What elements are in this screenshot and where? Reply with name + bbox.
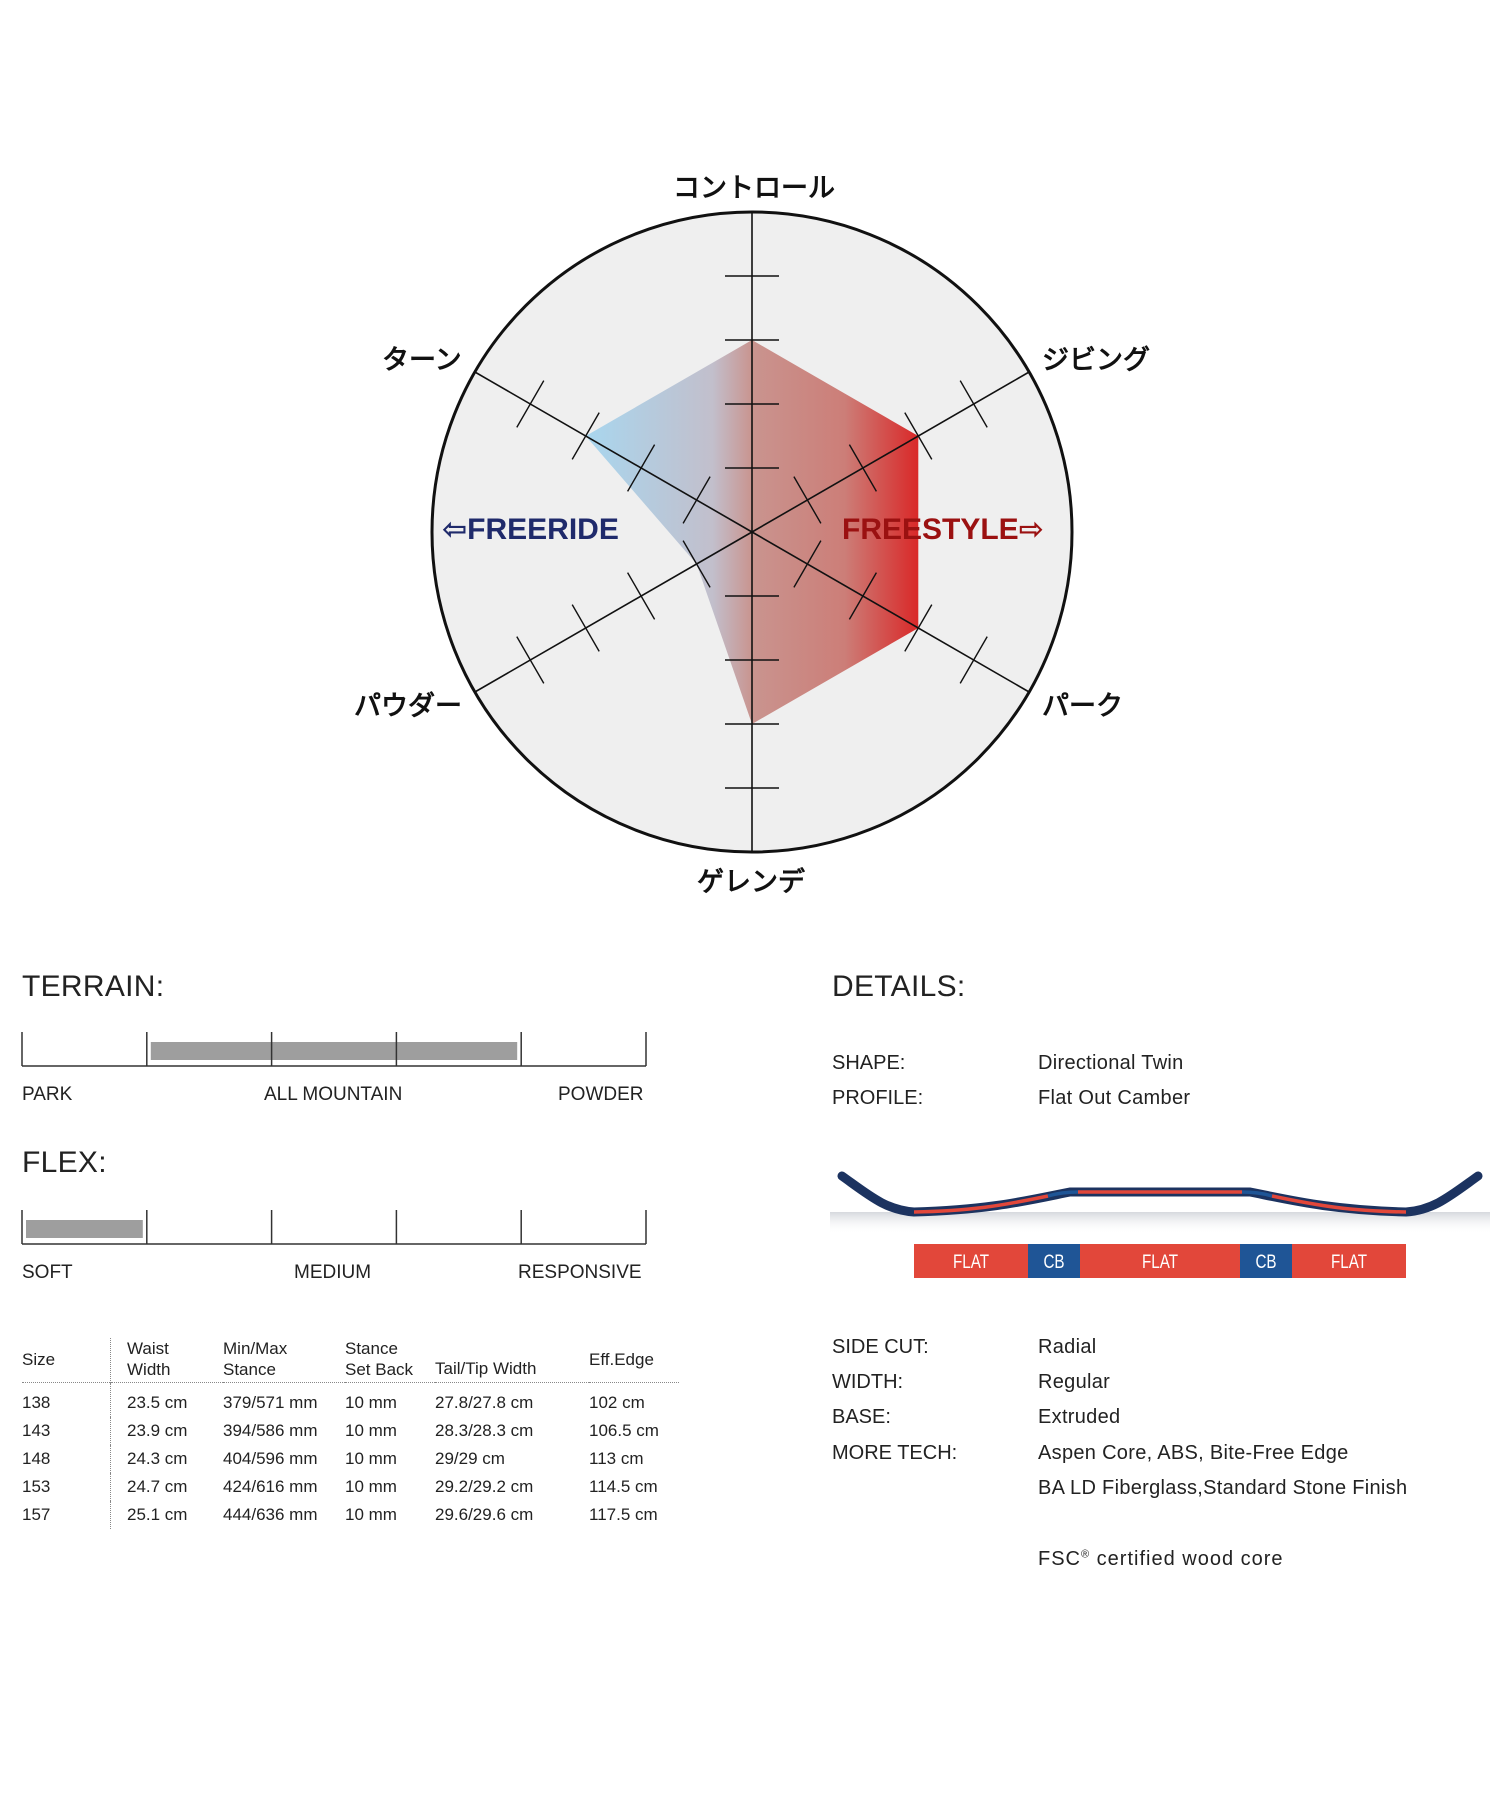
size-spec-table: Size Waist Width Min/Max Stance Stance Set …: [22, 1338, 679, 1529]
profile-value: Flat Out Camber: [1038, 1087, 1191, 1109]
moretech-value-1: Aspen Core, ABS, Bite-Free Edge: [1038, 1442, 1349, 1464]
axis-label-groomer: ゲレンデ: [697, 867, 805, 897]
header-eff-edge: Eff.Edge: [589, 1349, 654, 1369]
sidecut-label: SIDE CUT:: [832, 1336, 929, 1358]
sidecut-value: Radial: [1038, 1336, 1097, 1358]
terrain-label-park: PARK: [22, 1084, 73, 1105]
fsc-mark: ®: [1081, 1548, 1091, 1561]
flex-label-medium: MEDIUM: [294, 1262, 372, 1283]
profile-segment-label: FLAT: [1331, 1250, 1367, 1272]
board-cb-left: [1047, 1190, 1079, 1198]
details-title: DETAILS:: [832, 970, 966, 1003]
arrow-left-icon: ⇦: [442, 513, 468, 546]
board-outline: [837, 1171, 1483, 1217]
table-row: 157 25.1 cm 444/636 mm 10 mm 29.6/29.6 cm 117…: [22, 1501, 679, 1529]
axis-label-park: パーク: [1042, 691, 1123, 721]
profile-segment-flat-2: [1080, 1244, 1240, 1278]
radar-tick-mark: [793, 476, 822, 524]
terrain-title: TERRAIN:: [22, 970, 165, 1003]
table-row: 148 24.3 cm 404/596 mm 10 mm 29/29 cm 113 cm: [22, 1445, 679, 1473]
terrain-label-powder: POWDER: [558, 1084, 644, 1105]
profile-segment-flat-1: [914, 1244, 1028, 1278]
profile-segment-label: CB: [1255, 1250, 1276, 1272]
freestyle-label: FREESTYLE⇨: [842, 512, 1044, 547]
radar-tick-mark: [516, 380, 545, 428]
radar-axis-line: [751, 531, 1030, 693]
radar-tick-mark: [516, 636, 545, 684]
axis-label-jibbing: ジビング: [1042, 345, 1150, 375]
board-flat-left: [913, 1194, 1049, 1214]
freeride-label: ⇦FREERIDE: [442, 512, 619, 547]
profile-label: PROFILE:: [832, 1087, 924, 1109]
radar-tick-mark: [904, 412, 933, 460]
axis-label-powder: パウダー: [354, 691, 462, 721]
radar-chart: [430, 210, 1074, 854]
profile-segment-label: FLAT: [1142, 1250, 1178, 1272]
freestyle-text: FREESTYLE: [842, 513, 1019, 546]
header-size: Size: [22, 1338, 111, 1383]
width-label: WIDTH:: [832, 1371, 904, 1393]
terrain-range-bar: [150, 1042, 518, 1060]
header-stance: Min/Max Stance: [223, 1339, 288, 1379]
freeride-text: FREERIDE: [467, 513, 619, 546]
radar-tick-mark: [904, 604, 933, 652]
flex-label-soft: SOFT: [22, 1262, 73, 1283]
profile-segment-label: CB: [1043, 1250, 1064, 1272]
fsc-suffix: certified wood core: [1090, 1548, 1284, 1570]
profile-segment-cb-2: [1240, 1244, 1292, 1278]
axis-label-turn: ターン: [382, 345, 462, 375]
radar-tick-mark: [959, 636, 988, 684]
radar-tick-mark: [571, 412, 600, 460]
radar-tick-mark: [848, 444, 878, 492]
radar-tick-mark: [682, 476, 711, 524]
shape-value: Directional Twin: [1038, 1052, 1184, 1074]
radar-tick-mark: [682, 540, 711, 588]
axis-label-control: コントロール: [673, 173, 835, 203]
flex-title: FLEX:: [22, 1146, 107, 1179]
shape-label: SHAPE:: [832, 1052, 906, 1074]
moretech-value-2: BA LD Fiberglass,Standard Stone Finish: [1038, 1477, 1408, 1499]
radar-tick-mark: [793, 540, 822, 588]
profile-diagram: FLAT CB FLAT CB FLAT: [830, 1171, 1490, 1278]
table-header-row: Size Waist Width Min/Max Stance Stance Set …: [22, 1338, 679, 1383]
table-row: 138 23.5 cm 379/571 mm 10 mm 27.8/27.8 cm 102…: [22, 1382, 679, 1417]
radar-tick-mark: [571, 604, 600, 652]
flex-label-responsive: RESPONSIVE: [518, 1262, 642, 1283]
moretech-label: MORE TECH:: [832, 1442, 958, 1464]
base-value: Extruded: [1038, 1406, 1121, 1428]
board-cb-right: [1241, 1190, 1273, 1198]
fsc-note: FSC® certified wood core: [1038, 1548, 1284, 1571]
flex-scale: [21, 1210, 647, 1245]
radar-axis-line: [751, 371, 1030, 533]
radar-axis-line: [474, 371, 753, 533]
profile-segment-cb-1: [1028, 1244, 1080, 1278]
radar-tick-mark: [626, 572, 656, 620]
width-value: Regular: [1038, 1371, 1111, 1393]
header-waist-width: Waist Width: [127, 1339, 171, 1379]
profile-segment-label: FLAT: [953, 1250, 989, 1272]
header-tail-tip: Tail/Tip Width: [435, 1358, 537, 1378]
flex-range-bar: [26, 1220, 143, 1238]
radar-tick-mark: [848, 572, 878, 620]
profile-segment-flat-3: [1292, 1244, 1406, 1278]
table-row: 153 24.7 cm 424/616 mm 10 mm 29.2/29.2 cm 114…: [22, 1473, 679, 1501]
terrain-scale: [21, 1032, 647, 1067]
arrow-right-icon: ⇨: [1018, 513, 1044, 546]
board-flat-right: [1271, 1194, 1407, 1214]
radar-tick-mark: [959, 380, 988, 428]
header-setback: Stance Set Back: [345, 1339, 414, 1379]
table-row: 143 23.9 cm 394/586 mm 10 mm 28.3/28.3 cm 106…: [22, 1417, 679, 1445]
radar-tick-mark: [626, 444, 656, 492]
terrain-label-all-mountain: ALL MOUNTAIN: [264, 1084, 403, 1105]
fsc-prefix: FSC: [1038, 1548, 1081, 1570]
radar-axis-line: [474, 531, 753, 693]
board-shadow: [830, 1212, 1490, 1234]
base-label: BASE:: [832, 1406, 891, 1428]
